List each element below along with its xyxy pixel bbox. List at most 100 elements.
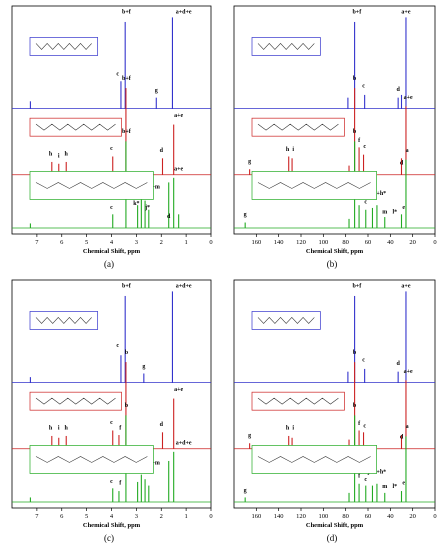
peak-label: c [110, 420, 113, 426]
peak-label: f [358, 473, 361, 479]
peak-label: l* [392, 209, 397, 215]
peak-label: b [353, 403, 357, 409]
x-tick-label: 80 [342, 239, 349, 246]
peak-label: h [286, 425, 290, 431]
peak-label: i [292, 147, 294, 153]
peak-label: g [155, 88, 158, 94]
x-tick-label: 4 [110, 239, 114, 246]
peak-label: b [353, 76, 357, 82]
peak-label: i [292, 425, 294, 431]
peak-label: a [406, 424, 409, 430]
panel-label-d: (d) [326, 533, 338, 543]
peak-label: e [402, 205, 405, 211]
structure-box [251, 445, 377, 474]
peak-label: a+e [174, 387, 183, 393]
peak-label: b+f [352, 284, 362, 290]
peak-label: c [364, 199, 367, 205]
peak-label: a+e [174, 166, 183, 172]
molecule-skeleton [35, 456, 148, 463]
peak-label: d [160, 422, 164, 428]
peak-label: h [49, 151, 53, 157]
structure-box [251, 171, 377, 200]
peak-label: d [400, 435, 404, 441]
peak-label: i [58, 153, 60, 159]
x-tick-label: 0 [209, 239, 212, 246]
peak-label: j* [144, 205, 150, 211]
peak-label: f [119, 425, 122, 431]
x-tick-label: 120 [296, 513, 306, 520]
peak-label: c [116, 72, 119, 78]
molecule-skeleton [257, 456, 371, 463]
x-tick-label: 0 [433, 239, 436, 246]
peak-label: b [125, 403, 129, 409]
peak-label: g [248, 433, 251, 439]
peak-label: c [110, 205, 113, 211]
peak-label: a [406, 148, 409, 154]
molecule-skeleton [35, 123, 116, 131]
x-tick-label: 100 [318, 513, 328, 520]
nmr-chart-c: b+fcga+d+ebcfhihda+ebcfj+k+ma+d+e7654321… [11, 279, 213, 529]
peak-label: a+e [401, 10, 410, 16]
peak-label: b+f [122, 76, 132, 82]
x-tick-label: 40 [387, 239, 394, 246]
structure-box [29, 37, 99, 56]
structure-box [29, 445, 154, 474]
peak-label: c [364, 477, 367, 483]
peak-label: d [396, 87, 400, 93]
panel-b: b+fcda+ebfcghia+edbgfcj+k+h*ml*ae1601401… [224, 2, 441, 272]
molecule-skeleton [35, 317, 92, 324]
structure-box [251, 117, 345, 137]
peak-label: a+d+e [176, 284, 192, 290]
x-tick-label: 1 [185, 239, 188, 246]
structure-box [29, 311, 99, 330]
peak-label: d [160, 148, 164, 154]
x-tick-label: 100 [318, 239, 328, 246]
peak-label: b+f [352, 10, 362, 16]
peak-label: h [65, 425, 69, 431]
nmr-chart-b: b+fcda+ebfcghia+edbgfcj+k+h*ml*ae1601401… [233, 5, 437, 255]
x-tick-label: 6 [60, 513, 64, 520]
peak-label: d [167, 214, 171, 220]
peak-label: g [244, 488, 247, 494]
panel-c: b+fcga+d+ebcfhihda+ebcfj+k+ma+d+e7654321… [2, 276, 217, 548]
peak-label: a+d+e [176, 10, 192, 16]
molecule-skeleton [257, 182, 371, 189]
peak-label: h [49, 425, 53, 431]
panel-label-a: (a) [104, 259, 114, 269]
x-tick-label: 7 [35, 513, 39, 520]
peak-label: a+d+e [176, 440, 192, 446]
molecule-skeleton [257, 317, 315, 324]
structure-box [251, 311, 321, 330]
peak-label: c [363, 144, 366, 150]
x-tick-label: 3 [135, 513, 138, 520]
plot-frame [233, 279, 436, 509]
nmr-chart-a: b+fcga+d+eb+fchihda+eb+fcj+k+mh*k*j*a+ed… [11, 5, 213, 255]
peak-label: a+e [404, 95, 413, 101]
structure-box [29, 391, 122, 411]
x-tick-label: 140 [274, 239, 284, 246]
x-tick-label: 120 [296, 239, 306, 246]
panel-d: b+fcda+ebfcghia+edbgfcj+k+h*ml*ae1601401… [224, 276, 441, 548]
peak-label: d [400, 161, 404, 167]
x-tick-label: 0 [433, 513, 436, 520]
x-tick-label: 60 [365, 513, 372, 520]
x-tick-label: 0 [209, 513, 212, 520]
x-tick-label: 7 [35, 239, 39, 246]
peak-label: a+e [401, 284, 410, 290]
plot-frame [233, 5, 436, 235]
peak-label: c [110, 479, 113, 485]
peak-label: l* [392, 484, 397, 490]
peak-label: h [286, 147, 290, 153]
peak-label: i [58, 425, 60, 431]
panel-label-c: (c) [104, 533, 114, 543]
x-axis-label: Chemical Shift, ppm [306, 522, 364, 529]
x-tick-label: 2 [160, 513, 163, 520]
x-tick-label: 5 [85, 239, 88, 246]
x-tick-label: 20 [409, 239, 416, 246]
structure-box [29, 171, 154, 200]
x-tick-label: 4 [110, 513, 114, 520]
x-tick-label: 20 [409, 513, 416, 520]
x-tick-label: 2 [160, 239, 163, 246]
peak-label: d [396, 361, 400, 367]
panel-a: b+fcga+d+eb+fchihda+eb+fcj+k+mh*k*j*a+ed… [2, 2, 217, 272]
